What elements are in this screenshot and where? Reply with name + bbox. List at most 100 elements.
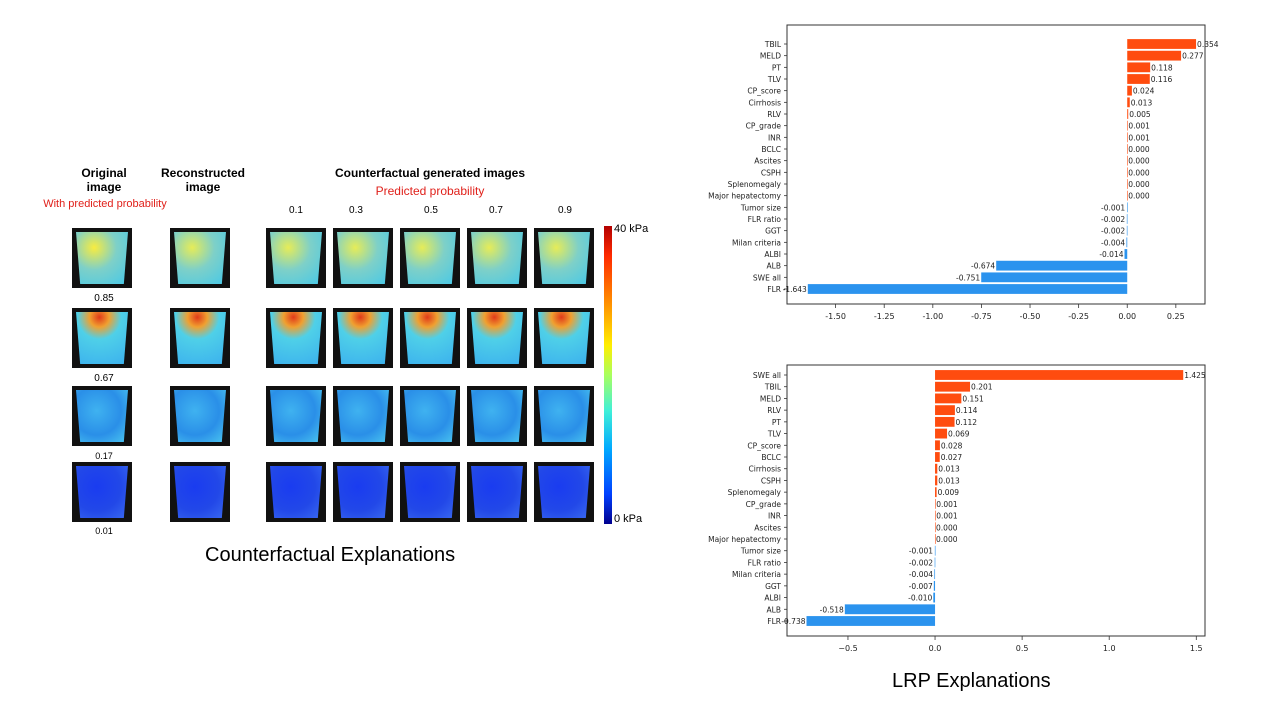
elastography-image bbox=[333, 228, 393, 288]
target-prob-2: 0.3 bbox=[349, 205, 363, 216]
category-label: SWE all bbox=[753, 371, 781, 380]
value-label: 0.000 bbox=[1128, 157, 1150, 166]
bar bbox=[934, 569, 936, 580]
category-label: TLV bbox=[767, 75, 782, 84]
elastography-image bbox=[534, 462, 594, 522]
plot-frame bbox=[786, 364, 1206, 637]
value-label: 0.027 bbox=[941, 453, 963, 462]
row-prob-3: 0.17 bbox=[95, 451, 113, 461]
value-label: -0.002 bbox=[909, 558, 933, 567]
elastography-image bbox=[266, 386, 326, 446]
category-label: TBIL bbox=[764, 40, 782, 49]
bar bbox=[933, 580, 936, 591]
x-tick-label: -1.25 bbox=[874, 312, 895, 321]
bar bbox=[1126, 214, 1128, 224]
value-label: -0.002 bbox=[1101, 215, 1125, 224]
bar bbox=[1127, 62, 1151, 73]
category-label: SWE all bbox=[753, 273, 781, 282]
category-label: Splenomegaly bbox=[728, 180, 782, 189]
bar bbox=[933, 592, 936, 603]
colorbar-max-label: 40 kPa bbox=[614, 223, 649, 235]
bar bbox=[934, 557, 936, 568]
elastography-image bbox=[467, 228, 527, 288]
bar bbox=[996, 260, 1128, 271]
category-label: Ascites bbox=[754, 157, 781, 166]
bar bbox=[1127, 109, 1129, 119]
row-prob-4: 0.01 bbox=[95, 526, 113, 536]
elastography-image bbox=[333, 462, 393, 522]
value-label: 1.425 bbox=[1184, 371, 1206, 380]
elastography-image bbox=[333, 386, 393, 446]
category-label: Ascites bbox=[754, 523, 781, 532]
colorbar-min-label: 0 kPa bbox=[614, 513, 643, 525]
value-label: 0.000 bbox=[1128, 145, 1150, 154]
category-label: GGT bbox=[765, 582, 781, 591]
value-label: -0.010 bbox=[908, 594, 932, 603]
header-reconstructed: Reconstructed image bbox=[160, 166, 246, 194]
category-label: FLR ratio bbox=[748, 558, 782, 567]
value-label: -1.643 bbox=[783, 285, 807, 294]
row-prob-1: 0.85 bbox=[94, 293, 114, 304]
bar bbox=[935, 405, 955, 416]
category-label: TLV bbox=[767, 430, 782, 439]
value-label: -0.751 bbox=[956, 273, 980, 282]
value-label: 0.000 bbox=[1128, 192, 1150, 201]
category-label: Splenomegaly bbox=[728, 488, 782, 497]
x-tick-label: 1.5 bbox=[1190, 644, 1203, 653]
x-tick-label: −0.5 bbox=[838, 644, 857, 653]
value-label: 0.001 bbox=[936, 500, 958, 509]
category-label: MELD bbox=[760, 394, 781, 403]
bar bbox=[981, 272, 1128, 283]
bar bbox=[935, 428, 948, 439]
category-label: PT bbox=[772, 63, 782, 72]
elastography-image bbox=[72, 462, 132, 522]
value-label: -0.001 bbox=[1101, 203, 1125, 212]
category-label: ALB bbox=[767, 262, 781, 271]
value-label: 0.013 bbox=[938, 465, 960, 474]
value-label: 0.151 bbox=[962, 394, 984, 403]
bar bbox=[1126, 237, 1128, 248]
category-label: Milan criteria bbox=[732, 570, 781, 579]
bar bbox=[935, 487, 937, 498]
x-tick-label: 0.00 bbox=[1118, 312, 1136, 321]
category-label: CP_score bbox=[747, 87, 781, 96]
value-label: -0.014 bbox=[1099, 250, 1123, 259]
category-label: Major hepatectomy bbox=[708, 535, 781, 544]
value-label: 0.001 bbox=[1128, 133, 1150, 142]
x-tick-label: -0.25 bbox=[1068, 312, 1089, 321]
colorbar bbox=[604, 226, 612, 524]
value-label: -0.004 bbox=[1101, 238, 1125, 247]
header-original-sub: With predicted probability bbox=[43, 198, 167, 210]
value-label: 0.000 bbox=[936, 535, 958, 544]
x-tick-label: 0.5 bbox=[1016, 644, 1029, 653]
category-label: ALBI bbox=[764, 250, 781, 259]
category-label: Milan criteria bbox=[732, 238, 781, 247]
x-tick-label: -0.75 bbox=[971, 312, 992, 321]
value-label: -0.518 bbox=[820, 605, 844, 614]
target-prob-4: 0.7 bbox=[489, 205, 503, 216]
x-tick-label: 1.0 bbox=[1103, 644, 1116, 653]
target-prob-3: 0.5 bbox=[424, 205, 438, 216]
bar bbox=[1127, 190, 1128, 201]
bar bbox=[844, 604, 936, 615]
category-label: FLR bbox=[767, 617, 781, 626]
value-label: 0.114 bbox=[956, 406, 978, 415]
elastography-image bbox=[400, 462, 460, 522]
category-label: PT bbox=[772, 418, 782, 427]
elastography-image bbox=[534, 386, 594, 446]
elastography-image bbox=[467, 308, 527, 368]
category-label: GGT bbox=[765, 227, 781, 236]
bar bbox=[1127, 97, 1130, 108]
bar bbox=[1127, 132, 1128, 143]
value-label: 0.005 bbox=[1129, 110, 1151, 119]
value-label: -0.001 bbox=[909, 547, 933, 556]
target-prob-5: 0.9 bbox=[558, 205, 572, 216]
category-label: Major hepatectomy bbox=[708, 192, 781, 201]
x-tick-label: -0.50 bbox=[1020, 312, 1041, 321]
category-label: FLR ratio bbox=[748, 215, 782, 224]
elastography-image bbox=[266, 308, 326, 368]
bar bbox=[1127, 39, 1197, 49]
value-label: -0.007 bbox=[909, 582, 933, 591]
elastography-image bbox=[534, 228, 594, 288]
lrp-caption: LRP Explanations bbox=[892, 670, 1051, 692]
